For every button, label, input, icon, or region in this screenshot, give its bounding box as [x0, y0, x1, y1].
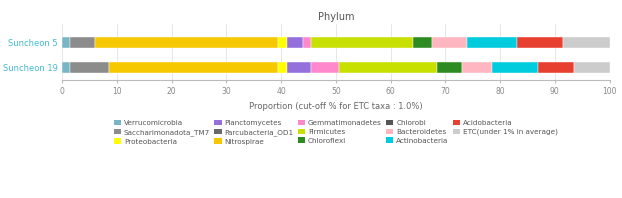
Bar [539, 62, 574, 73]
Bar [516, 37, 563, 48]
Title: Phylum: Phylum [318, 12, 354, 22]
Bar [279, 37, 287, 48]
Bar [412, 37, 432, 48]
Bar [109, 62, 279, 73]
Bar [95, 37, 279, 48]
Bar [563, 37, 610, 48]
Legend: Verrucomicrobia, Saccharimonadota_TM7, Proteobacteria, Planctomycetes, Parcubact: Verrucomicrobia, Saccharimonadota_TM7, P… [112, 118, 560, 146]
Bar [70, 62, 109, 73]
Bar [462, 62, 492, 73]
Bar [574, 62, 610, 73]
Bar [311, 37, 412, 48]
X-axis label: Proportion (cut-off % for ETC taxa : 1.0%): Proportion (cut-off % for ETC taxa : 1.0… [249, 102, 423, 111]
Bar [492, 62, 539, 73]
Bar [62, 62, 70, 73]
Bar [287, 62, 311, 73]
Bar [437, 62, 462, 73]
Bar [432, 37, 467, 48]
Bar [467, 37, 516, 48]
Bar [70, 37, 95, 48]
Bar [287, 37, 303, 48]
Bar [338, 62, 437, 73]
Bar [303, 37, 311, 48]
Bar [279, 62, 287, 73]
Bar [311, 62, 338, 73]
Bar [62, 37, 70, 48]
